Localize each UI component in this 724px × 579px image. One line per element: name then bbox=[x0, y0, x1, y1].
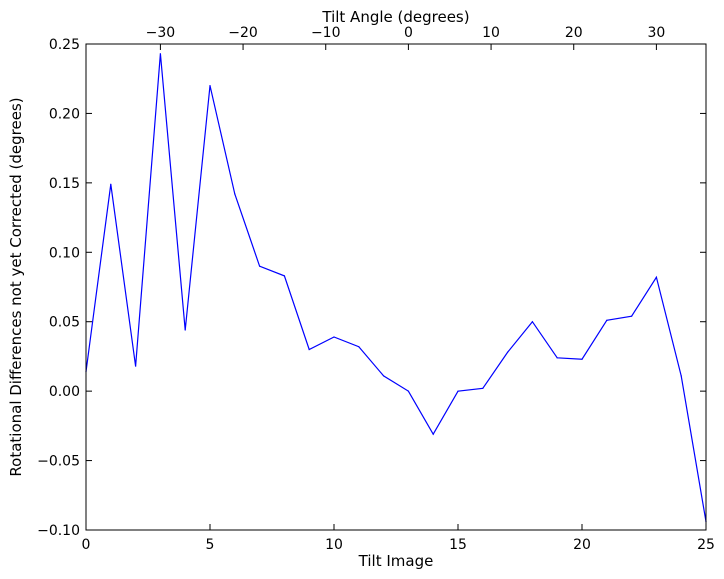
data-point bbox=[259, 265, 261, 267]
data-point bbox=[383, 375, 385, 377]
y-tick-label: 0.05 bbox=[49, 315, 80, 331]
data-point bbox=[358, 346, 360, 348]
data-point bbox=[482, 387, 484, 389]
data-point bbox=[432, 433, 434, 435]
data-point bbox=[457, 390, 459, 392]
top-x-tick-label: 10 bbox=[482, 25, 500, 41]
data-point bbox=[631, 315, 633, 317]
x-tick-label: 15 bbox=[449, 537, 467, 553]
data-point bbox=[655, 276, 658, 278]
data-point bbox=[581, 358, 583, 360]
data-point bbox=[507, 351, 509, 353]
x-tick-label: 5 bbox=[206, 537, 215, 553]
x-tick-label: 20 bbox=[573, 537, 591, 553]
data-point bbox=[283, 275, 285, 277]
x-tick-label: 10 bbox=[325, 537, 343, 553]
data-point bbox=[308, 348, 310, 351]
top-x-tick-label: 0 bbox=[404, 25, 413, 41]
data-point bbox=[209, 85, 211, 87]
data-point bbox=[184, 329, 186, 331]
top-x-tick-label: 20 bbox=[565, 25, 583, 41]
y-tick-label: −0.10 bbox=[37, 523, 80, 539]
data-point bbox=[234, 193, 236, 195]
y-tick-label: 0.10 bbox=[49, 245, 80, 261]
top-x-tick-label: −10 bbox=[311, 25, 341, 41]
x-tick-label: 0 bbox=[82, 537, 91, 553]
data-point bbox=[159, 53, 161, 55]
data-point bbox=[680, 375, 682, 377]
top-x-tick-label: −20 bbox=[228, 25, 258, 41]
y-tick-label: 0.00 bbox=[49, 384, 80, 400]
plot-background bbox=[86, 44, 706, 530]
y-tick-label: 0.25 bbox=[49, 37, 80, 53]
top-x-tick-label: −30 bbox=[146, 25, 176, 41]
x-tick-label: 25 bbox=[697, 537, 715, 553]
y-tick-label: 0.20 bbox=[49, 106, 80, 122]
y-tick-label: 0.15 bbox=[49, 176, 80, 192]
plot-frame bbox=[85, 43, 707, 531]
top-x-tick-label: 30 bbox=[647, 25, 665, 41]
data-point bbox=[407, 390, 409, 392]
data-point bbox=[333, 336, 335, 338]
ticks-layer: 0 5 10 15 20 25 −0.10 −0.05 0.00 0.05 0.10 0.15 0.20… bbox=[37, 25, 715, 553]
data-point bbox=[606, 319, 608, 321]
series-line bbox=[85, 53, 707, 522]
data-point bbox=[135, 365, 137, 367]
y-axis-label: Rotational Differences not yet Corrected… bbox=[7, 97, 25, 476]
x-axis-label: Tilt Image bbox=[358, 552, 434, 570]
data-point bbox=[110, 183, 112, 185]
series-layer bbox=[85, 53, 707, 523]
y-tick-label: −0.05 bbox=[37, 454, 80, 470]
data-point bbox=[556, 357, 558, 359]
top-x-axis-label: Tilt Angle (degrees) bbox=[321, 8, 469, 26]
data-point bbox=[531, 321, 534, 323]
